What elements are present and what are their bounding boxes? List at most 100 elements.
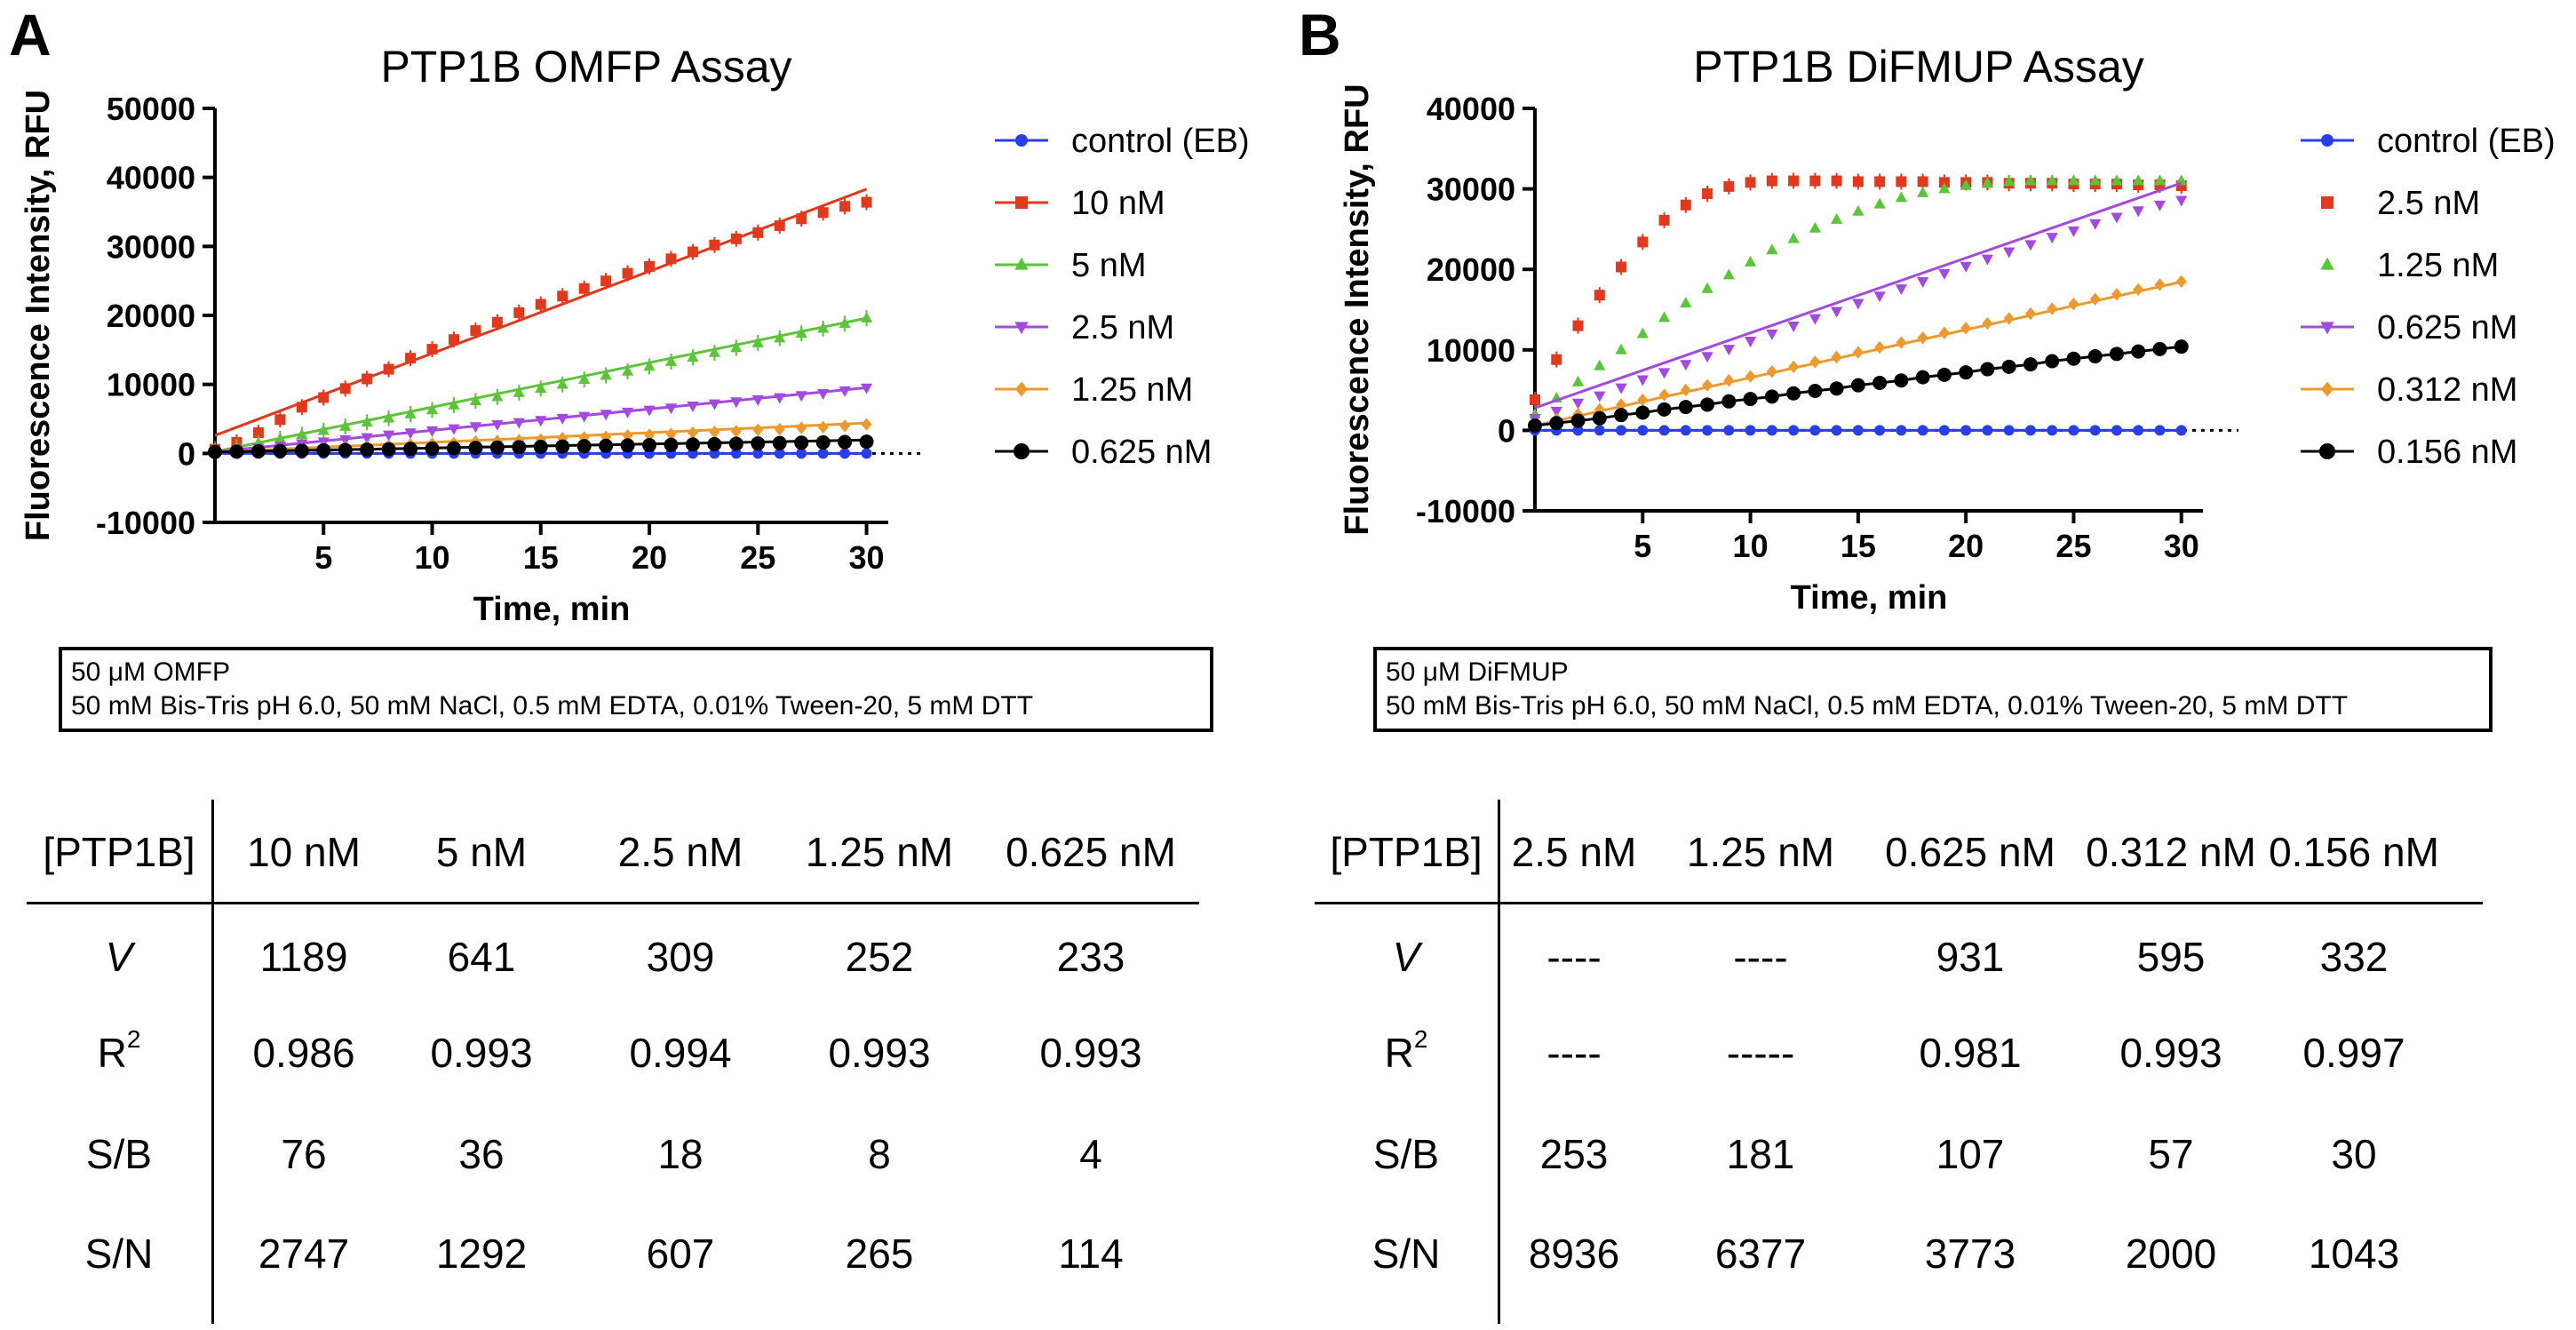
conditions-line: 50 μM OMFP — [71, 657, 230, 687]
legend-label: 2.5 nM — [2377, 185, 2480, 222]
data-point — [1658, 425, 1670, 436]
results-table-b: [PTP1B] 2.5 nM 1.25 nM 0.625 nM 0.312 nM 0.15… — [1315, 800, 2496, 1324]
data-point — [1743, 392, 1758, 407]
data-point — [250, 444, 266, 459]
data-point — [1657, 402, 1672, 417]
data-point — [1809, 355, 1821, 369]
data-point — [1530, 394, 1540, 405]
table-row-label: S/B — [85, 1131, 153, 1177]
y-tick-label: 50000 — [107, 91, 195, 127]
table-cell: 114 — [1058, 1230, 1124, 1277]
data-point — [425, 441, 440, 456]
data-point — [839, 448, 851, 459]
data-point — [1917, 176, 1928, 187]
data-point — [817, 448, 829, 459]
table-cell: 36 — [458, 1131, 505, 1177]
data-point — [1766, 425, 1777, 436]
legend-label: 0.312 nM — [2377, 371, 2517, 409]
data-point — [339, 419, 352, 431]
series-0-156-nm — [1528, 339, 2189, 433]
data-point — [1808, 384, 1823, 399]
table-column-header: 1.25 nM — [805, 829, 954, 875]
data-point — [709, 239, 720, 251]
data-point — [1701, 282, 1713, 293]
data-point — [491, 390, 504, 402]
table-cell: 8 — [868, 1131, 891, 1177]
data-point — [1766, 365, 1777, 378]
data-point — [229, 444, 244, 459]
data-point — [2175, 425, 2187, 436]
data-point — [1722, 268, 1735, 280]
data-point — [1872, 375, 1888, 390]
data-point — [861, 418, 872, 431]
table-cell: 181 — [1726, 1131, 1795, 1177]
data-point — [1616, 261, 1627, 273]
data-point — [2045, 354, 2060, 369]
legend-marker — [1014, 322, 1029, 335]
data-point — [2153, 200, 2167, 211]
data-point — [274, 414, 286, 426]
data-point — [1981, 177, 1994, 188]
data-point — [796, 448, 807, 459]
x-tick-label: 20 — [1948, 528, 1984, 564]
x-tick-label: 25 — [2055, 528, 2091, 564]
data-point — [1678, 400, 1693, 415]
data-point — [2067, 174, 2080, 186]
data-point — [1658, 214, 1670, 226]
table-column-header: 2.5 nM — [617, 829, 743, 875]
data-point — [642, 438, 657, 453]
x-tick-label: 5 — [1634, 528, 1651, 564]
data-point — [469, 394, 482, 406]
data-point — [403, 442, 418, 457]
table-divider-vertical — [1498, 800, 1500, 1324]
data-point — [1788, 425, 1800, 436]
data-point — [468, 441, 483, 456]
data-point — [1831, 425, 1842, 436]
data-point — [317, 424, 330, 435]
x-tick-label: 30 — [2164, 528, 2199, 564]
table-row-label: S/N — [84, 1230, 154, 1277]
data-point — [2131, 344, 2146, 359]
legend-marker — [1014, 257, 1029, 270]
data-point — [730, 448, 742, 459]
table-cell: 18 — [657, 1131, 704, 1177]
data-point — [2174, 339, 2189, 354]
data-point — [274, 432, 286, 443]
x-tick-label: 5 — [314, 539, 332, 576]
data-point — [1917, 331, 1928, 345]
y-tick-label: 10000 — [107, 367, 195, 403]
data-point — [1658, 311, 1671, 323]
data-point — [2133, 283, 2144, 297]
table-cell: 107 — [1936, 1131, 2005, 1177]
data-point — [2132, 206, 2144, 218]
data-point — [665, 427, 677, 441]
data-point — [404, 407, 417, 418]
data-point — [707, 436, 722, 451]
data-point — [709, 448, 720, 459]
table-cell: 30 — [2331, 1131, 2377, 1177]
data-point — [751, 394, 764, 406]
table-cell: 595 — [2136, 934, 2206, 980]
data-point — [1722, 345, 1735, 356]
data-point — [1874, 340, 1886, 354]
data-point — [1745, 425, 1756, 436]
table-cell: 252 — [845, 934, 914, 980]
data-point — [1809, 175, 1821, 187]
table-row-label: S/B — [1372, 1131, 1440, 1177]
data-point — [817, 322, 830, 333]
data-point — [1680, 425, 1691, 436]
data-point — [1915, 370, 1930, 385]
data-point — [1764, 389, 1779, 404]
data-point — [2111, 174, 2123, 186]
data-point — [1960, 179, 1972, 190]
data-point — [381, 442, 396, 457]
data-point — [1616, 398, 1627, 411]
table-column-header: 0.625 nM — [1885, 829, 2055, 875]
table-column-header: 0.312 nM — [2086, 829, 2256, 875]
data-point — [1829, 381, 1844, 396]
conditions-box-a: 50 μM OMFP 50 mM Bis-Tris pH 6.0, 50 mM … — [59, 647, 1213, 732]
data-point — [1570, 413, 1586, 428]
data-point — [578, 373, 591, 385]
data-point — [1571, 398, 1585, 410]
data-point — [860, 311, 873, 323]
